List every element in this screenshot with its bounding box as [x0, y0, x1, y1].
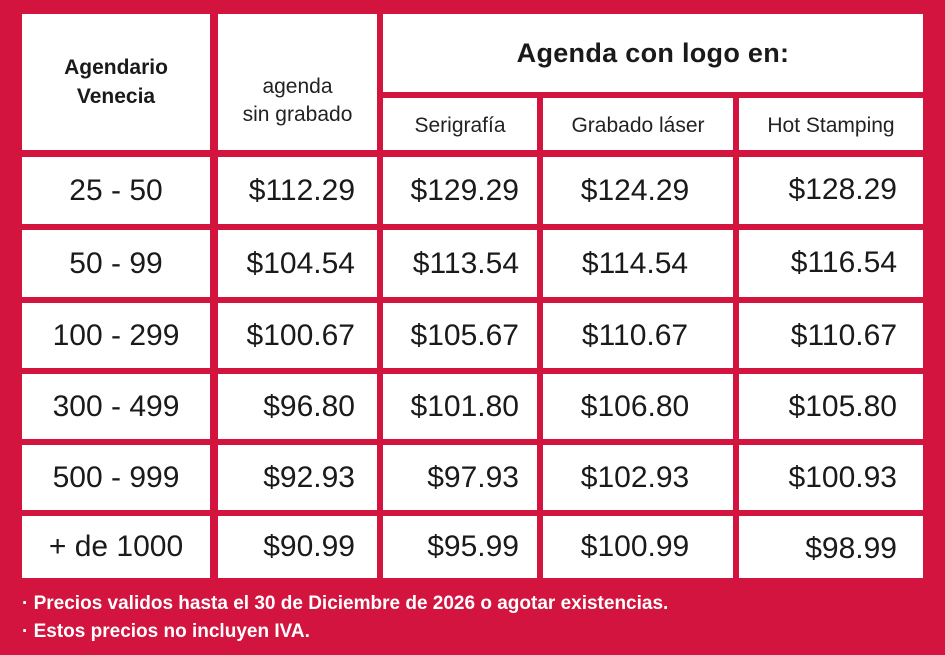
- header-product: Agendario Venecia: [22, 14, 210, 150]
- price-value: $100.99: [580, 530, 690, 563]
- price-value: $101.80: [410, 389, 519, 423]
- price-value: $92.93: [263, 460, 355, 494]
- quantity-range: 500 - 999: [52, 460, 180, 494]
- table-cell-qty: 25 - 50: [22, 157, 210, 224]
- header-no-engraving: agenda sin grabado: [218, 14, 377, 150]
- price-value: $98.99: [805, 532, 897, 565]
- header-method-laser: Grabado láser: [543, 98, 733, 150]
- table-cell-price-hot-stamping: $105.80: [739, 374, 923, 439]
- table-cell-qty: 100 - 299: [22, 303, 210, 368]
- quantity-range: 100 - 299: [52, 318, 180, 352]
- price-value: $128.29: [788, 173, 897, 206]
- footnotes: · Precios validos hasta el 30 de Diciemb…: [22, 590, 668, 646]
- table-cell-price-serigrafia: $95.99: [383, 516, 537, 578]
- table-cell-price-hot-stamping: $110.67: [739, 303, 923, 368]
- price-value: $100.67: [246, 318, 355, 352]
- footnote-tax: · Estos precios no incluyen IVA.: [22, 621, 310, 642]
- quantity-range: 25 - 50: [69, 173, 163, 207]
- quantity-range: 300 - 499: [52, 389, 180, 423]
- table-cell-price-laser: $110.67: [543, 303, 733, 368]
- table-cell-price-no-engraving: $90.99: [218, 516, 377, 578]
- quantity-range: 50 - 99: [69, 246, 163, 280]
- header-method-serigrafia: Serigrafía: [383, 98, 537, 150]
- table-cell-price-no-engraving: $112.29: [218, 157, 377, 224]
- table-cell-price-serigrafia: $101.80: [383, 374, 537, 439]
- price-value: $116.54: [790, 246, 897, 279]
- price-value: $110.67: [581, 318, 689, 352]
- price-value: $124.29: [580, 173, 690, 207]
- table-cell-price-laser: $102.93: [543, 445, 733, 510]
- table-cell-price-laser: $106.80: [543, 374, 733, 439]
- price-value: $96.80: [263, 389, 355, 423]
- table-cell-qty: 500 - 999: [22, 445, 210, 510]
- price-value: $129.29: [410, 173, 519, 207]
- header-group: Agenda con logo en:: [383, 14, 923, 92]
- price-value: $105.80: [788, 390, 897, 423]
- footnote-validity: · Precios validos hasta el 30 de Diciemb…: [22, 593, 669, 614]
- price-value: $105.67: [410, 318, 519, 352]
- table-cell-qty: + de 1000: [22, 516, 210, 578]
- table-cell-price-hot-stamping: $128.29: [739, 157, 923, 224]
- price-value: $102.93: [580, 460, 690, 494]
- table-cell-price-serigrafia: $113.54: [383, 230, 537, 297]
- price-value: $90.99: [263, 530, 355, 563]
- table-cell-price-serigrafia: $97.93: [383, 445, 537, 510]
- header-no-engraving-line-1: agenda: [262, 75, 333, 98]
- header-method-hot-stamping: Hot Stamping: [739, 98, 923, 150]
- header-product-line-2: Venecia: [76, 85, 156, 108]
- table-cell-price-no-engraving: $100.67: [218, 303, 377, 368]
- table-cell-price-hot-stamping: $100.93: [739, 445, 923, 510]
- table-cell-qty: 50 - 99: [22, 230, 210, 297]
- table-cell-price-no-engraving: $92.93: [218, 445, 377, 510]
- header-no-engraving-line-2: sin grabado: [242, 103, 353, 126]
- table-cell-price-hot-stamping: $98.99: [739, 516, 923, 578]
- header-product-line-1: Agendario: [64, 56, 168, 79]
- price-value: $110.67: [790, 319, 897, 352]
- table-cell-price-serigrafia: $105.67: [383, 303, 537, 368]
- price-value: $106.80: [580, 389, 690, 423]
- price-value: $95.99: [427, 530, 519, 563]
- price-value: $104.54: [246, 246, 355, 280]
- price-value: $100.93: [788, 461, 897, 494]
- table-cell-price-laser: $100.99: [543, 516, 733, 578]
- table-cell-price-laser: $114.54: [543, 230, 733, 297]
- table-cell-price-serigrafia: $129.29: [383, 157, 537, 224]
- quantity-range: + de 1000: [48, 530, 184, 563]
- price-value: $112.29: [248, 173, 355, 207]
- table-cell-qty: 300 - 499: [22, 374, 210, 439]
- table-cell-price-no-engraving: $104.54: [218, 230, 377, 297]
- table-cell-price-no-engraving: $96.80: [218, 374, 377, 439]
- table-cell-price-hot-stamping: $116.54: [739, 230, 923, 297]
- price-value: $113.54: [412, 246, 519, 280]
- price-value: $114.54: [581, 246, 689, 280]
- table-cell-price-laser: $124.29: [543, 157, 733, 224]
- price-value: $97.93: [427, 460, 519, 494]
